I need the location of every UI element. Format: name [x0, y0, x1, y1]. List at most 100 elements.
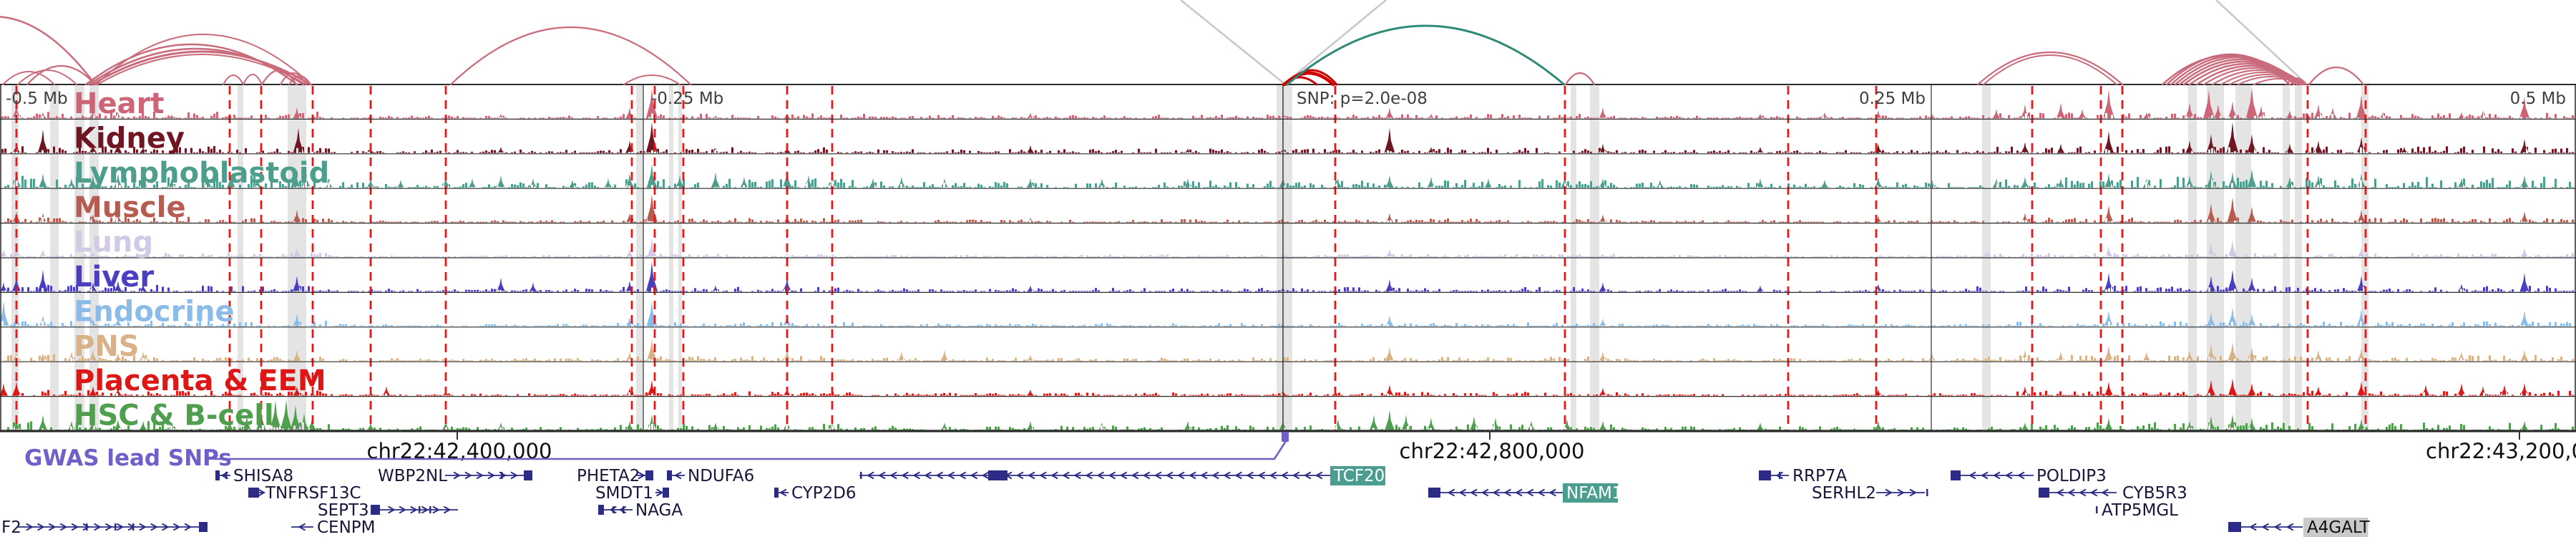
gene-exon-box [2039, 488, 2049, 498]
strand-arrow-icon [1050, 471, 1058, 480]
strand-arrow-icon [1062, 471, 1070, 480]
strand-arrow-icon [1775, 471, 1783, 480]
strand-arrow-icon [2089, 488, 2098, 497]
strand-arrow-icon [1153, 471, 1162, 480]
gene-exon-tick [429, 506, 431, 513]
gene-exon-box [215, 470, 220, 480]
interaction-arc-rose [2308, 67, 2365, 86]
strand-arrow-icon [298, 523, 306, 531]
scale-label: 0.25 Mb [1859, 90, 1926, 108]
strand-arrow-icon [656, 488, 664, 497]
interaction-arc-rose [2253, 78, 2305, 85]
strand-arrow-icon [116, 523, 125, 531]
strand-arrow-icon [970, 471, 978, 480]
gene-label: POLDIP3 [2036, 467, 2107, 485]
strand-arrow-icon [1028, 471, 1035, 480]
strand-arrow-icon [94, 523, 102, 531]
gene-label: SHISA8 [233, 467, 293, 485]
gene-smdt1: SMDT1 [595, 484, 669, 503]
gene-exon-tick [114, 523, 117, 531]
strand-arrow-icon [1303, 471, 1312, 480]
interaction-arc-rose [1983, 54, 2117, 85]
strand-arrow-icon [1515, 488, 1523, 497]
track-label-pns: PNS [74, 330, 140, 363]
gwas-pointer-line [213, 440, 1287, 460]
track-label-heart: Heart [74, 87, 164, 120]
gene-wbp2nl: WBP2NL [378, 467, 532, 485]
track-label-lung: Lung [74, 226, 153, 259]
scale-label: -0.5 Mb [6, 90, 68, 108]
strand-arrow-icon [432, 505, 440, 514]
interaction-arc-teal [1286, 24, 1566, 86]
strand-arrow-icon [1234, 471, 1242, 480]
strand-arrow-icon [410, 505, 418, 514]
gene-exon-box [2228, 522, 2241, 532]
strand-arrow-icon [1119, 471, 1128, 480]
gene-ndufa6: NDUFA6 [667, 467, 754, 485]
strand-arrow-icon [935, 471, 943, 480]
gwas-lead-snp-marker [1282, 432, 1289, 442]
strand-arrow-icon [59, 523, 68, 531]
strand-arrow-icon [1447, 488, 1455, 497]
gene-exon-box [1759, 470, 1771, 480]
gene-naga: NAGA [598, 501, 683, 520]
track-label-hsc-b-cell: HSC & B-cell [74, 400, 274, 432]
gene-label: CENPM [317, 518, 376, 537]
interaction-arc-rose [2, 71, 55, 85]
strand-arrow-icon [476, 471, 484, 480]
gene-label: CYB5R3 [2122, 484, 2187, 503]
gene-label: RRP7A [1792, 467, 1847, 485]
strand-arrow-icon [1480, 488, 1489, 497]
strand-arrow-icon [1131, 471, 1139, 480]
gene-label: F2 [1, 518, 21, 537]
interaction-arc-rose [1564, 72, 1596, 86]
gene-label: A4GALT [2307, 518, 2371, 537]
overview-connector-line [2215, 0, 2307, 84]
strand-arrow-icon [421, 505, 429, 514]
strand-arrow-icon [139, 523, 147, 531]
gene-exon-box [645, 470, 653, 480]
strand-arrow-icon [399, 505, 407, 514]
interaction-arc-rose [449, 26, 692, 86]
gene-exon-box [1951, 470, 1961, 480]
gene-exon-box [371, 505, 380, 515]
strand-arrow-icon [1548, 488, 1556, 497]
gene-exon-box [248, 488, 259, 498]
track-label-kidney: Kidney [74, 122, 185, 155]
strand-arrow-icon [1211, 471, 1219, 480]
strand-arrow-icon [258, 488, 266, 497]
gene-exon-tick [623, 506, 625, 513]
strand-arrow-icon [889, 471, 897, 480]
gene-label: NDUFA6 [688, 467, 754, 485]
strand-arrow-icon [2273, 523, 2282, 531]
interaction-arc-rose [623, 74, 680, 85]
interaction-arc-rose [97, 54, 307, 85]
gene-shisa8: SHISA8 [215, 467, 293, 485]
strand-arrow-icon [172, 523, 181, 531]
strand-arrow-icon [1200, 471, 1208, 480]
snp-pvalue-label: SNP: p=2.0e-08 [1297, 90, 1428, 108]
strand-arrow-icon [37, 523, 45, 531]
track-label-muscle: Muscle [74, 191, 186, 224]
gwas-lead-snps-label: GWAS lead SNPs [24, 445, 232, 471]
strand-arrow-icon [48, 523, 57, 531]
gene-tcf20: TCF20 [859, 466, 1385, 485]
gene-cenpm: CENPM [291, 518, 376, 537]
strand-arrow-icon [1492, 488, 1501, 497]
strand-arrow-icon [924, 471, 932, 480]
strand-arrow-icon [912, 471, 920, 480]
strand-arrow-icon [1142, 471, 1151, 480]
strand-arrow-icon [1280, 471, 1289, 480]
strand-arrow-icon [1537, 488, 1545, 497]
gene-exon-box [667, 470, 672, 480]
interaction-arc-rose [91, 50, 312, 86]
signal-track-heart [1, 87, 2574, 119]
signal-track-placenta-eem [0, 378, 2574, 396]
strand-arrow-icon [26, 523, 34, 531]
gene-a4galt: A4GALT [2228, 518, 2371, 537]
gene-label: TNFRSF13C [265, 484, 361, 503]
strand-arrow-icon [2078, 488, 2087, 497]
gene-exon-box [524, 470, 532, 480]
